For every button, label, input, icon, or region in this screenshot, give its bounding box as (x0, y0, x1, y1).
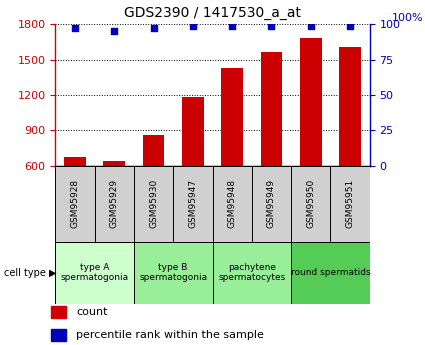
Bar (143, 135, 164, 166)
Point (268, 23, 275, 28)
Bar (300, 38, 322, 166)
Text: type B
spermatogonia: type B spermatogonia (139, 263, 207, 282)
Bar (55, 166, 94, 242)
Point (150, 26, 157, 31)
Bar (51, 306, 66, 318)
Bar (261, 52, 282, 166)
Point (307, 23, 314, 28)
Text: GSM95929: GSM95929 (110, 179, 119, 228)
Text: pachytene
spermatocytes: pachytene spermatocytes (218, 263, 286, 282)
Bar (339, 47, 361, 166)
Text: type A
spermatogonia: type A spermatogonia (60, 263, 129, 282)
Point (111, 28, 118, 34)
Point (190, 23, 196, 28)
Text: GSM95948: GSM95948 (228, 179, 237, 228)
Bar (94, 166, 134, 242)
Bar (55, 241, 134, 304)
Text: GSM95930: GSM95930 (149, 179, 158, 228)
Point (347, 23, 354, 28)
Y-axis label: 100%: 100% (392, 13, 423, 23)
Bar (182, 97, 204, 166)
Point (71, 26, 78, 31)
Text: cell type ▶: cell type ▶ (4, 268, 57, 277)
Bar (252, 166, 291, 242)
Text: GSM95949: GSM95949 (267, 179, 276, 228)
Bar (291, 166, 331, 242)
Text: round spermatids: round spermatids (291, 268, 370, 277)
Bar (64, 157, 86, 166)
Text: GSM95947: GSM95947 (188, 179, 197, 228)
Bar (103, 161, 125, 166)
Bar (173, 166, 212, 242)
Bar (212, 241, 291, 304)
Bar (134, 166, 173, 242)
Text: GSM95951: GSM95951 (346, 179, 354, 228)
Point (229, 23, 235, 28)
Title: GDS2390 / 1417530_a_at: GDS2390 / 1417530_a_at (124, 6, 301, 20)
Bar (51, 329, 66, 341)
Bar (331, 166, 370, 242)
Text: percentile rank within the sample: percentile rank within the sample (76, 330, 264, 340)
Text: GSM95950: GSM95950 (306, 179, 315, 228)
Text: count: count (76, 307, 108, 317)
Bar (134, 241, 212, 304)
Bar (212, 166, 252, 242)
Text: GSM95928: GSM95928 (71, 179, 79, 228)
Bar (221, 68, 243, 166)
Bar (291, 241, 370, 304)
